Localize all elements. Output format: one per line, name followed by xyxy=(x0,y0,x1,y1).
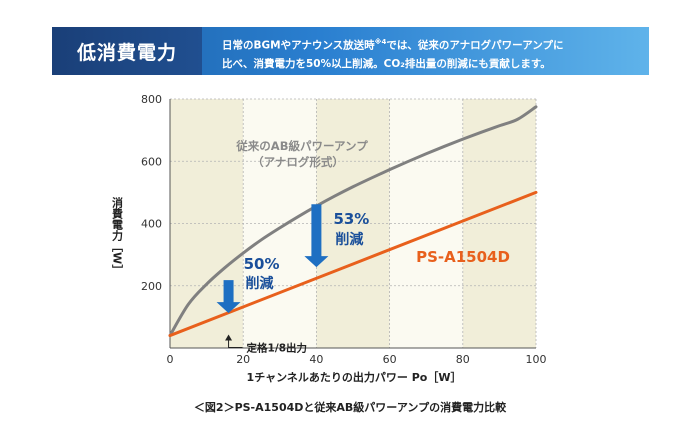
y-axis-label: 消費電力［W］ xyxy=(111,196,125,275)
rated-output-arrowhead xyxy=(225,334,233,341)
x-tick-label: 20 xyxy=(236,353,250,366)
banner-description: 日常のBGMやアナウンス放送時※4では、従来のアナログパワーアンプに 比べ、消費… xyxy=(222,33,642,73)
x-tick-label: 100 xyxy=(526,353,547,366)
series-line-ab-amp xyxy=(168,105,538,338)
reduction-label-53-word: 削減 xyxy=(335,231,363,248)
series-label-ab-amp: 従来のAB級パワーアンプ xyxy=(235,139,368,153)
y-tick-label: 400 xyxy=(141,218,162,231)
series-label-ab-amp-sub: （アナログ形式） xyxy=(252,155,344,169)
y-tick-label: 800 xyxy=(141,93,162,106)
footnote-mark: ※4 xyxy=(374,38,387,46)
plot-band xyxy=(316,99,390,348)
series-line-ps-a1504d xyxy=(168,190,538,338)
series-lines xyxy=(168,105,538,338)
x-tick-label: 0 xyxy=(167,353,174,366)
y-tick-label: 600 xyxy=(141,155,162,168)
x-axis-label: 1チャンネルあたりの出力パワー Po［W］ xyxy=(247,370,462,384)
banner-line1-post: では、従来のアナログパワーアンプに xyxy=(386,39,564,52)
reduction-arrow-50 xyxy=(216,280,241,314)
reduction-label-50-word: 削減 xyxy=(246,275,274,292)
x-tick-label: 40 xyxy=(309,353,323,366)
annotations: 従来のAB級パワーアンプ （アナログ形式） PS-A1504D 50% 削減 53% 削減定… xyxy=(216,139,510,355)
rated-output-label: 定格1/8出力 xyxy=(246,342,307,355)
tick-labels: 0 20 40 60 80 100 200 400 600 800 xyxy=(141,93,547,366)
figure-caption: ＜図2＞PS-A1504Dと従来AB級パワーアンプの消費電力比較 xyxy=(194,400,507,414)
banner: 低消費電力 日常のBGMやアナウンス放送時※4では、従来のアナログパワーアンプに… xyxy=(52,27,649,75)
reduction-label-53-pct: 53% xyxy=(333,210,369,228)
banner-title: 低消費電力 xyxy=(52,27,202,75)
reduction-arrow-53 xyxy=(304,204,329,268)
y-tick-label: 200 xyxy=(141,280,162,293)
x-tick-label: 60 xyxy=(383,353,397,366)
reduction-label-50-pct: 50% xyxy=(244,255,280,273)
banner-line1-pre: 日常のBGMやアナウンス放送時 xyxy=(222,39,375,52)
series-label-ps-a1504d: PS-A1504D xyxy=(416,248,510,266)
banner-line2: 比べ、消費電力を50%以上削減。CO₂排出量の削減にも貢献します。 xyxy=(222,57,551,70)
x-tick-label: 80 xyxy=(456,353,470,366)
